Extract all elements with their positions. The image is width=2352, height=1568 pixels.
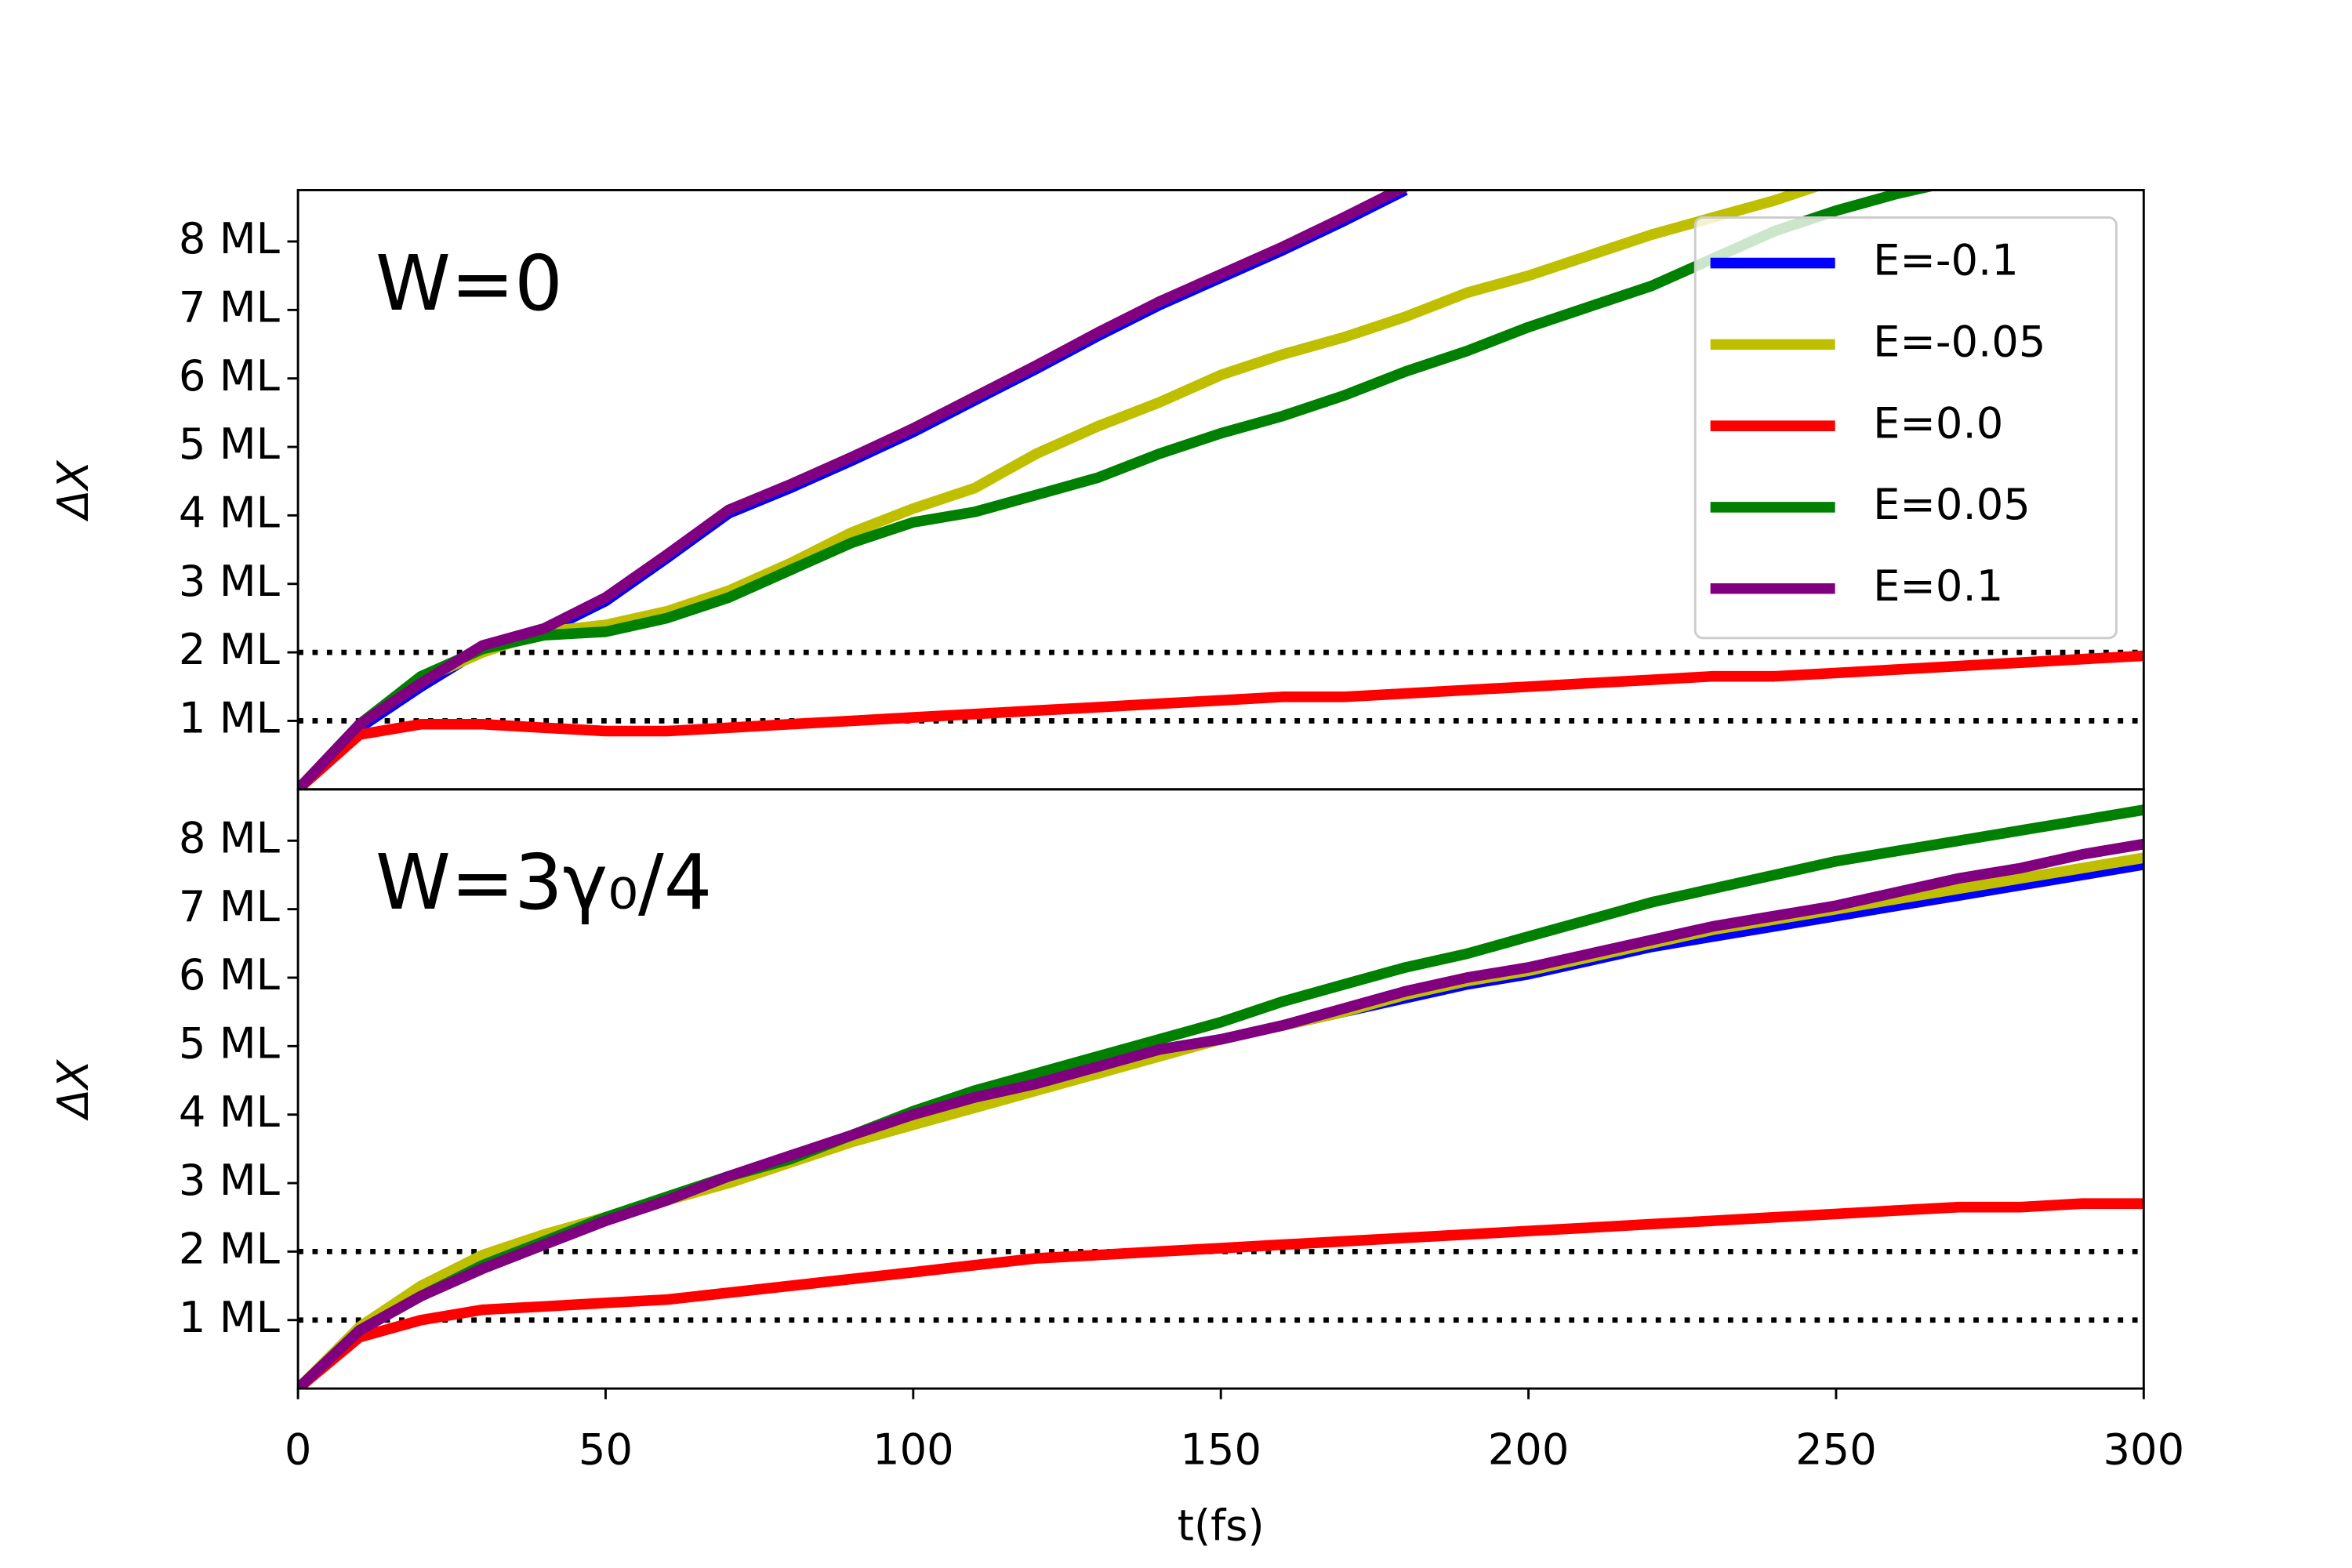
y-tick-label: 6 ML (179, 950, 280, 1000)
y-tick-label: 7 ML (179, 882, 280, 931)
panel-annotation: W=0 (376, 239, 563, 328)
lines (298, 190, 2144, 789)
plot-frame (296, 788, 2145, 1390)
series-line (298, 1198, 2144, 1389)
y-tick-label: 2 ML (179, 1225, 280, 1274)
x-tick-label: 250 (1795, 1425, 1877, 1475)
y-tick-label: 8 ML (179, 214, 280, 263)
y-tick-label: 3 ML (179, 1156, 280, 1205)
legend: E=-0.1 E=-0.05 E=0.0 E=0.05 E=0.1 (1693, 216, 2118, 640)
y-tick-label: 2 ML (179, 625, 280, 674)
legend-label: E=0.0 (1873, 398, 2003, 448)
x-tick-label: 0 (285, 1425, 312, 1475)
panel: 1 ML 2 ML 3 ML 4 ML 5 ML 6 ML 7 ML 8 ML W=0 ΔX E=-… (49, 189, 2145, 791)
y-tick-label: 5 ML (179, 1018, 280, 1068)
x-tick-label: 50 (579, 1425, 633, 1475)
y-axis-label: ΔX (49, 1058, 98, 1121)
legend-label: E=0.05 (1873, 480, 2031, 529)
x-tick-label: 300 (2103, 1425, 2185, 1475)
series-line (298, 190, 1408, 789)
y-tick-label: 5 ML (179, 419, 280, 469)
y-tick-label: 1 ML (179, 1293, 280, 1342)
panel: 1 ML 2 ML 3 ML 4 ML 5 ML 6 ML 7 ML 8 ML 0 50 100 15… (49, 788, 2185, 1551)
x-tick-label: 150 (1180, 1425, 1261, 1475)
y-tick-label: 1 ML (179, 694, 280, 743)
y-axis-label: ΔX (49, 459, 98, 522)
y-tick-label: 3 ML (179, 557, 280, 606)
x-tick-label: 200 (1488, 1425, 1570, 1475)
legend-label: E=-0.05 (1873, 317, 2045, 366)
y-tick-label: 4 ML (179, 488, 280, 538)
series-line (298, 838, 2144, 1389)
x-tick-label: 100 (873, 1425, 954, 1475)
series-line (298, 650, 2144, 789)
y-tick-label: 6 ML (179, 351, 280, 401)
y-tick-label: 4 ML (179, 1087, 280, 1137)
y-tick-label: 7 ML (179, 282, 280, 332)
panel-annotation: W=3γ₀/4 (376, 838, 712, 927)
legend-box (1693, 216, 2118, 640)
legend-label: E=0.1 (1873, 561, 2003, 611)
x-axis-label: t(fs) (1178, 1501, 1265, 1551)
series-line (298, 190, 1938, 789)
lines (298, 804, 2144, 1389)
y-tick-label: 8 ML (179, 813, 280, 862)
legend-label: E=-0.1 (1873, 236, 2019, 285)
